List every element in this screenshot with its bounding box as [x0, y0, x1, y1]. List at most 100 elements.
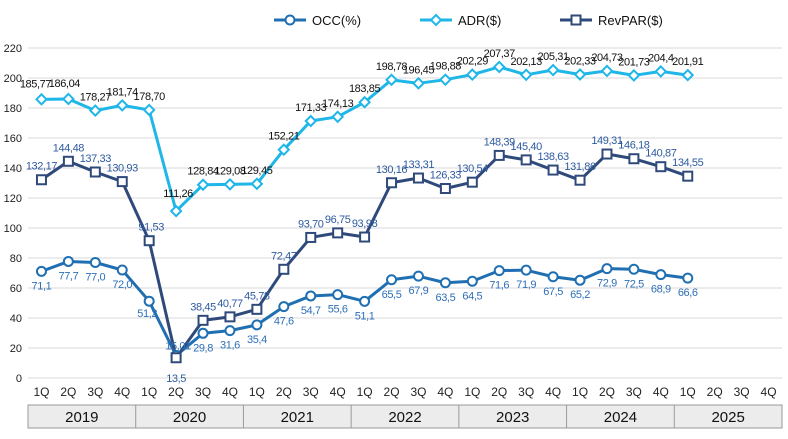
data-label: 93,98: [352, 218, 378, 230]
occ-point: [655, 269, 667, 281]
revpar-point: [570, 14, 582, 26]
quarter-label: 4Q: [222, 385, 238, 399]
revpar-point: [116, 176, 128, 188]
occ-point: [116, 264, 128, 276]
occ-point: [224, 325, 236, 337]
data-label: 45,78: [244, 290, 270, 302]
occ-point: [682, 272, 694, 284]
data-label: 72,5: [624, 278, 644, 290]
y-tick-label: 140: [4, 163, 22, 175]
adr-point: [61, 92, 75, 106]
data-label: 54,7: [301, 305, 321, 317]
quarter-label: 4Q: [437, 385, 453, 399]
y-tick-label: 120: [4, 193, 22, 205]
occ-point: [386, 274, 398, 286]
data-label: 202,13: [511, 56, 543, 68]
revpar-point: [332, 227, 344, 239]
y-axis: 0 20 40 60 80 100 120 140 160 180 200 220: [4, 43, 22, 385]
quarter-label: 2Q: [168, 385, 184, 399]
occ-point: [251, 319, 263, 331]
data-label: 38,45: [190, 301, 216, 313]
quarter-label: 3Q: [87, 385, 103, 399]
adr-point: [573, 68, 587, 81]
data-label: 96,75: [325, 214, 351, 226]
quarter-label: 3Q: [518, 385, 534, 399]
revpar-point: [143, 235, 155, 247]
data-label: 111,26: [163, 188, 193, 200]
data-label: 178,70: [134, 91, 166, 103]
quarter-label: 4Q: [330, 385, 346, 399]
adr-point: [223, 177, 237, 191]
y-tick-label: 220: [4, 43, 22, 55]
data-label: 146,18: [618, 140, 650, 152]
revpar-point: [547, 164, 559, 176]
adr-point: [115, 98, 129, 112]
data-label: 198,78: [376, 61, 408, 73]
data-label: 140,87: [645, 148, 677, 160]
revpar-point: [601, 148, 613, 160]
gridlines: [28, 47, 782, 379]
series-line-revpar: [40, 152, 689, 360]
data-label: 77,0: [85, 272, 105, 284]
data-label: 198,88: [430, 61, 462, 73]
adr-point: [88, 104, 102, 118]
data-label: 65,2: [570, 289, 590, 301]
data-label: 145,40: [511, 141, 543, 153]
revpar-point: [89, 166, 101, 178]
data-label: 204,4: [648, 52, 674, 64]
quarter-label: 3Q: [303, 385, 319, 399]
revpar-point: [520, 154, 532, 166]
data-label: 207,37: [484, 48, 516, 60]
year-label: 2025: [711, 409, 744, 426]
occ-point: [35, 265, 47, 277]
data-label: 171,33: [295, 102, 327, 114]
adr-point: [627, 68, 641, 82]
data-label: 64,5: [462, 290, 482, 302]
year-label: 2022: [388, 409, 421, 426]
occ-point: [359, 295, 371, 307]
quarter-label: 2Q: [599, 385, 615, 399]
occ-point: [439, 277, 451, 289]
quarter-label: 1Q: [357, 385, 373, 399]
data-label: 202,33: [564, 56, 596, 68]
revpar-point: [251, 303, 263, 315]
quarter-label: 1Q: [33, 385, 49, 399]
data-label: 35,4: [247, 334, 267, 346]
data-label: 63,5: [435, 292, 455, 304]
adr-point: [492, 60, 506, 74]
adr-point: [429, 13, 443, 27]
data-label: 149,31: [591, 135, 623, 147]
data-label: 131,86: [564, 161, 596, 173]
data-label: 67,9: [409, 285, 429, 297]
occ-point: [466, 275, 478, 287]
data-label: 130,54: [457, 163, 489, 175]
adr-point: [412, 76, 425, 90]
quarter-label: 1Q: [680, 385, 696, 399]
quarter-label: 2Q: [384, 385, 400, 399]
quarter-label: 3Q: [195, 385, 211, 399]
revpar-point: [655, 161, 667, 173]
data-label: 134,55: [672, 157, 704, 169]
data-label: 72,9: [597, 278, 617, 290]
legend-label: OCC(%): [312, 13, 361, 28]
occ-point: [547, 271, 559, 283]
adr-point: [331, 110, 345, 124]
adr-point: [465, 68, 479, 81]
data-label: 130,16: [376, 164, 408, 176]
data-label: 129,08: [214, 165, 246, 177]
x-axis: 1Q 2Q 3Q 4Q 1Q 2Q 3Q 4Q 1Q 2Q 3Q 4Q 1Q 2Q 3Q 4Q 1Q 2Q 3Q 4Q…: [27, 385, 783, 429]
adr-point: [304, 114, 318, 128]
data-label: 13,5: [166, 373, 186, 385]
data-label: 202,29: [457, 56, 489, 68]
occ-point: [62, 255, 74, 267]
data-label: 138,63: [537, 151, 569, 163]
revpar-point: [305, 231, 317, 243]
occ-point: [412, 270, 424, 282]
y-tick-label: 160: [4, 133, 22, 145]
data-label: 31,6: [220, 340, 240, 352]
data-label: 186,04: [49, 78, 81, 90]
year-label: 2021: [281, 409, 314, 426]
occ-point: [143, 295, 155, 307]
series-markers: [35, 60, 695, 364]
